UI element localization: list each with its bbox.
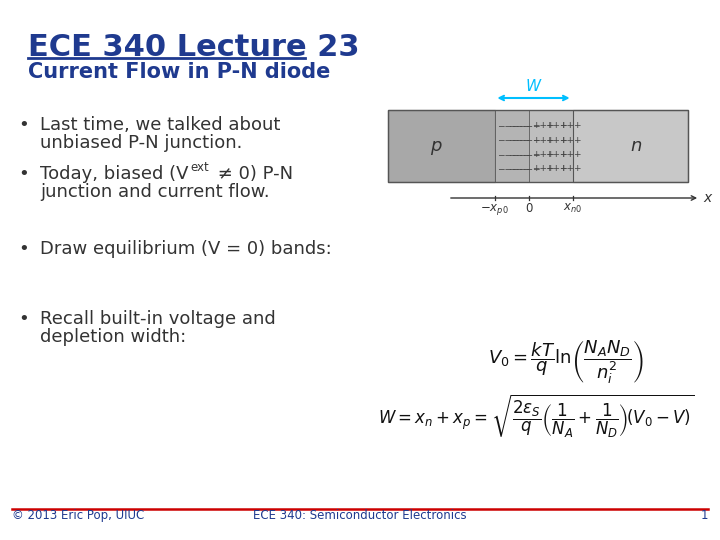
Text: ECE 340 Lecture 23: ECE 340 Lecture 23 xyxy=(28,33,359,62)
Text: junction and current flow.: junction and current flow. xyxy=(40,183,269,201)
Text: −−−: −−− xyxy=(518,121,541,130)
Text: $V_0 = \dfrac{kT}{q}\ln\!\left(\dfrac{N_A N_D}{n_i^2}\right)$: $V_0 = \dfrac{kT}{q}\ln\!\left(\dfrac{N_… xyxy=(488,338,644,385)
Text: unbiased P-N junction.: unbiased P-N junction. xyxy=(40,134,243,152)
Text: −−−: −−− xyxy=(518,136,541,145)
Bar xyxy=(495,110,529,182)
Text: +++: +++ xyxy=(533,121,555,130)
Text: −−−: −−− xyxy=(498,164,520,173)
Text: −−−: −−− xyxy=(518,164,541,173)
Text: +++: +++ xyxy=(559,121,581,130)
Text: $W$: $W$ xyxy=(525,78,542,94)
Text: •: • xyxy=(18,165,29,183)
Text: Draw equilibrium (V = 0) bands:: Draw equilibrium (V = 0) bands: xyxy=(40,240,332,258)
Text: +++: +++ xyxy=(546,136,568,145)
Text: $x$: $x$ xyxy=(703,191,714,205)
Text: +++: +++ xyxy=(546,121,568,130)
Text: ext: ext xyxy=(190,161,209,174)
Text: −−−: −−− xyxy=(498,136,520,145)
Text: −−−: −−− xyxy=(498,121,520,130)
Text: ECE 340: Semiconductor Electronics: ECE 340: Semiconductor Electronics xyxy=(253,509,467,522)
Text: −−−: −−− xyxy=(508,150,530,159)
Text: © 2013 Eric Pop, UIUC: © 2013 Eric Pop, UIUC xyxy=(12,509,144,522)
Text: ≠ 0) P-N: ≠ 0) P-N xyxy=(212,165,293,183)
Text: +++: +++ xyxy=(559,136,581,145)
Text: +++: +++ xyxy=(533,150,555,159)
Text: +++: +++ xyxy=(533,164,555,173)
Bar xyxy=(572,110,688,182)
Text: Last time, we talked about: Last time, we talked about xyxy=(40,116,280,134)
Text: 1: 1 xyxy=(701,509,708,522)
Text: Recall built-in voltage and: Recall built-in voltage and xyxy=(40,310,276,328)
Text: •: • xyxy=(18,240,29,258)
Text: $W = x_n + x_p = \sqrt{\dfrac{2\varepsilon_S}{q}\left(\dfrac{1}{N_A}+\dfrac{1}{N: $W = x_n + x_p = \sqrt{\dfrac{2\varepsil… xyxy=(378,392,694,440)
Text: •: • xyxy=(18,310,29,328)
Text: −−−: −−− xyxy=(508,164,530,173)
Text: $0$: $0$ xyxy=(525,202,534,215)
Text: $x_{n0}$: $x_{n0}$ xyxy=(563,202,582,215)
Text: +++: +++ xyxy=(559,150,581,159)
Text: +++: +++ xyxy=(546,164,568,173)
Bar xyxy=(388,110,688,182)
Text: $-x_{p0}$: $-x_{p0}$ xyxy=(480,202,509,217)
Text: −−−: −−− xyxy=(508,121,530,130)
Text: +++: +++ xyxy=(546,150,568,159)
Text: Today, biased (V: Today, biased (V xyxy=(40,165,189,183)
Text: Current Flow in P-N diode: Current Flow in P-N diode xyxy=(28,62,330,82)
Text: −−−: −−− xyxy=(518,150,541,159)
Text: −−−: −−− xyxy=(508,136,530,145)
Bar xyxy=(388,110,495,182)
Bar xyxy=(529,110,572,182)
Text: −−−: −−− xyxy=(498,150,520,159)
Text: p: p xyxy=(431,137,441,155)
Text: +++: +++ xyxy=(559,164,581,173)
Text: +++: +++ xyxy=(533,136,555,145)
Text: n: n xyxy=(630,137,642,155)
Text: •: • xyxy=(18,116,29,134)
Text: depletion width:: depletion width: xyxy=(40,328,186,346)
